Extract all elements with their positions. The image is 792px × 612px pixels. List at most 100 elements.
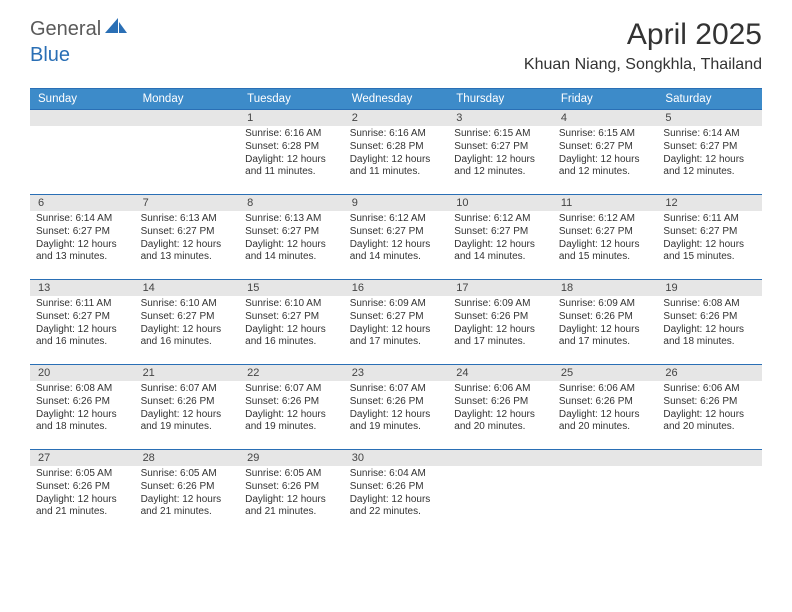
sunset-text: Sunset: 6:26 PM <box>454 311 547 324</box>
day-number: 8 <box>239 195 344 211</box>
day-number: 7 <box>135 195 240 211</box>
day-number: 3 <box>448 110 553 126</box>
sunset-text: Sunset: 6:27 PM <box>663 141 756 154</box>
header: General April 2025 Khuan Niang, Songkhla… <box>0 0 792 82</box>
sunrise-text: Sunrise: 6:05 AM <box>36 468 129 481</box>
week-row: 13Sunrise: 6:11 AMSunset: 6:27 PMDayligh… <box>30 279 762 364</box>
calendar-cell: 18Sunrise: 6:09 AMSunset: 6:26 PMDayligh… <box>553 280 658 364</box>
cell-body: Sunrise: 6:08 AMSunset: 6:26 PMDaylight:… <box>30 381 135 438</box>
daylight-text: Daylight: 12 hours and 22 minutes. <box>350 494 443 520</box>
calendar-cell: 5Sunrise: 6:14 AMSunset: 6:27 PMDaylight… <box>657 110 762 194</box>
cell-body: Sunrise: 6:12 AMSunset: 6:27 PMDaylight:… <box>344 211 449 268</box>
sunrise-text: Sunrise: 6:13 AM <box>141 213 234 226</box>
cell-body: Sunrise: 6:09 AMSunset: 6:26 PMDaylight:… <box>448 296 553 353</box>
calendar-cell: 24Sunrise: 6:06 AMSunset: 6:26 PMDayligh… <box>448 365 553 449</box>
daylight-text: Daylight: 12 hours and 18 minutes. <box>36 409 129 435</box>
title-block: April 2025 Khuan Niang, Songkhla, Thaila… <box>524 18 762 74</box>
sunrise-text: Sunrise: 6:13 AM <box>245 213 338 226</box>
cell-body: Sunrise: 6:11 AMSunset: 6:27 PMDaylight:… <box>657 211 762 268</box>
calendar-cell <box>657 450 762 534</box>
sunrise-text: Sunrise: 6:12 AM <box>559 213 652 226</box>
day-number: 19 <box>657 280 762 296</box>
calendar-cell: 10Sunrise: 6:12 AMSunset: 6:27 PMDayligh… <box>448 195 553 279</box>
day-number: 2 <box>344 110 449 126</box>
week-row: 6Sunrise: 6:14 AMSunset: 6:27 PMDaylight… <box>30 194 762 279</box>
cell-body: Sunrise: 6:05 AMSunset: 6:26 PMDaylight:… <box>30 466 135 523</box>
sunrise-text: Sunrise: 6:08 AM <box>663 298 756 311</box>
sunset-text: Sunset: 6:27 PM <box>36 311 129 324</box>
daylight-text: Daylight: 12 hours and 12 minutes. <box>454 154 547 180</box>
calendar-cell: 4Sunrise: 6:15 AMSunset: 6:27 PMDaylight… <box>553 110 658 194</box>
sunrise-text: Sunrise: 6:07 AM <box>350 383 443 396</box>
calendar-cell: 3Sunrise: 6:15 AMSunset: 6:27 PMDaylight… <box>448 110 553 194</box>
cell-body: Sunrise: 6:14 AMSunset: 6:27 PMDaylight:… <box>657 126 762 183</box>
daylight-text: Daylight: 12 hours and 13 minutes. <box>141 239 234 265</box>
sunset-text: Sunset: 6:27 PM <box>350 311 443 324</box>
daylight-text: Daylight: 12 hours and 14 minutes. <box>245 239 338 265</box>
logo: General <box>30 18 129 41</box>
logo-text-general: General <box>30 18 101 41</box>
calendar-cell: 25Sunrise: 6:06 AMSunset: 6:26 PMDayligh… <box>553 365 658 449</box>
sunset-text: Sunset: 6:27 PM <box>245 311 338 324</box>
day-number: 18 <box>553 280 658 296</box>
calendar-cell: 16Sunrise: 6:09 AMSunset: 6:27 PMDayligh… <box>344 280 449 364</box>
daylight-text: Daylight: 12 hours and 21 minutes. <box>141 494 234 520</box>
calendar-cell: 9Sunrise: 6:12 AMSunset: 6:27 PMDaylight… <box>344 195 449 279</box>
day-number: 16 <box>344 280 449 296</box>
weeks-container: 1Sunrise: 6:16 AMSunset: 6:28 PMDaylight… <box>30 109 762 534</box>
cell-body: Sunrise: 6:06 AMSunset: 6:26 PMDaylight:… <box>553 381 658 438</box>
sunset-text: Sunset: 6:26 PM <box>559 311 652 324</box>
sunset-text: Sunset: 6:26 PM <box>350 481 443 494</box>
sunset-text: Sunset: 6:27 PM <box>663 226 756 239</box>
daylight-text: Daylight: 12 hours and 11 minutes. <box>245 154 338 180</box>
daylight-text: Daylight: 12 hours and 17 minutes. <box>350 324 443 350</box>
sunrise-text: Sunrise: 6:05 AM <box>245 468 338 481</box>
day-number <box>30 110 135 126</box>
day-number: 20 <box>30 365 135 381</box>
sunset-text: Sunset: 6:26 PM <box>245 481 338 494</box>
cell-body: Sunrise: 6:13 AMSunset: 6:27 PMDaylight:… <box>239 211 344 268</box>
sunrise-text: Sunrise: 6:12 AM <box>350 213 443 226</box>
sunrise-text: Sunrise: 6:16 AM <box>245 128 338 141</box>
day-number: 26 <box>657 365 762 381</box>
sunset-text: Sunset: 6:26 PM <box>663 311 756 324</box>
logo-blue-wrap: Blue <box>30 44 70 67</box>
sunrise-text: Sunrise: 6:11 AM <box>36 298 129 311</box>
sunrise-text: Sunrise: 6:10 AM <box>141 298 234 311</box>
day-number: 15 <box>239 280 344 296</box>
day-number: 13 <box>30 280 135 296</box>
calendar-cell <box>448 450 553 534</box>
calendar-cell: 19Sunrise: 6:08 AMSunset: 6:26 PMDayligh… <box>657 280 762 364</box>
day-number <box>135 110 240 126</box>
sunset-text: Sunset: 6:28 PM <box>245 141 338 154</box>
day-number: 14 <box>135 280 240 296</box>
sunset-text: Sunset: 6:27 PM <box>454 226 547 239</box>
day-number: 24 <box>448 365 553 381</box>
sunset-text: Sunset: 6:26 PM <box>663 396 756 409</box>
daylight-text: Daylight: 12 hours and 21 minutes. <box>245 494 338 520</box>
day-number: 6 <box>30 195 135 211</box>
day-number: 30 <box>344 450 449 466</box>
calendar-cell: 27Sunrise: 6:05 AMSunset: 6:26 PMDayligh… <box>30 450 135 534</box>
sunset-text: Sunset: 6:27 PM <box>141 311 234 324</box>
day-number: 17 <box>448 280 553 296</box>
calendar-cell: 1Sunrise: 6:16 AMSunset: 6:28 PMDaylight… <box>239 110 344 194</box>
sunset-text: Sunset: 6:27 PM <box>36 226 129 239</box>
dayhead: Tuesday <box>239 89 344 109</box>
day-number: 11 <box>553 195 658 211</box>
daylight-text: Daylight: 12 hours and 17 minutes. <box>559 324 652 350</box>
calendar-cell: 7Sunrise: 6:13 AMSunset: 6:27 PMDaylight… <box>135 195 240 279</box>
sunrise-text: Sunrise: 6:15 AM <box>454 128 547 141</box>
dayhead: Wednesday <box>344 89 449 109</box>
calendar-cell: 14Sunrise: 6:10 AMSunset: 6:27 PMDayligh… <box>135 280 240 364</box>
sunrise-text: Sunrise: 6:08 AM <box>36 383 129 396</box>
sunset-text: Sunset: 6:26 PM <box>559 396 652 409</box>
day-number: 21 <box>135 365 240 381</box>
day-number: 9 <box>344 195 449 211</box>
calendar-cell: 21Sunrise: 6:07 AMSunset: 6:26 PMDayligh… <box>135 365 240 449</box>
daylight-text: Daylight: 12 hours and 20 minutes. <box>559 409 652 435</box>
daylight-text: Daylight: 12 hours and 19 minutes. <box>141 409 234 435</box>
calendar-cell: 23Sunrise: 6:07 AMSunset: 6:26 PMDayligh… <box>344 365 449 449</box>
calendar-cell: 17Sunrise: 6:09 AMSunset: 6:26 PMDayligh… <box>448 280 553 364</box>
calendar-cell: 6Sunrise: 6:14 AMSunset: 6:27 PMDaylight… <box>30 195 135 279</box>
